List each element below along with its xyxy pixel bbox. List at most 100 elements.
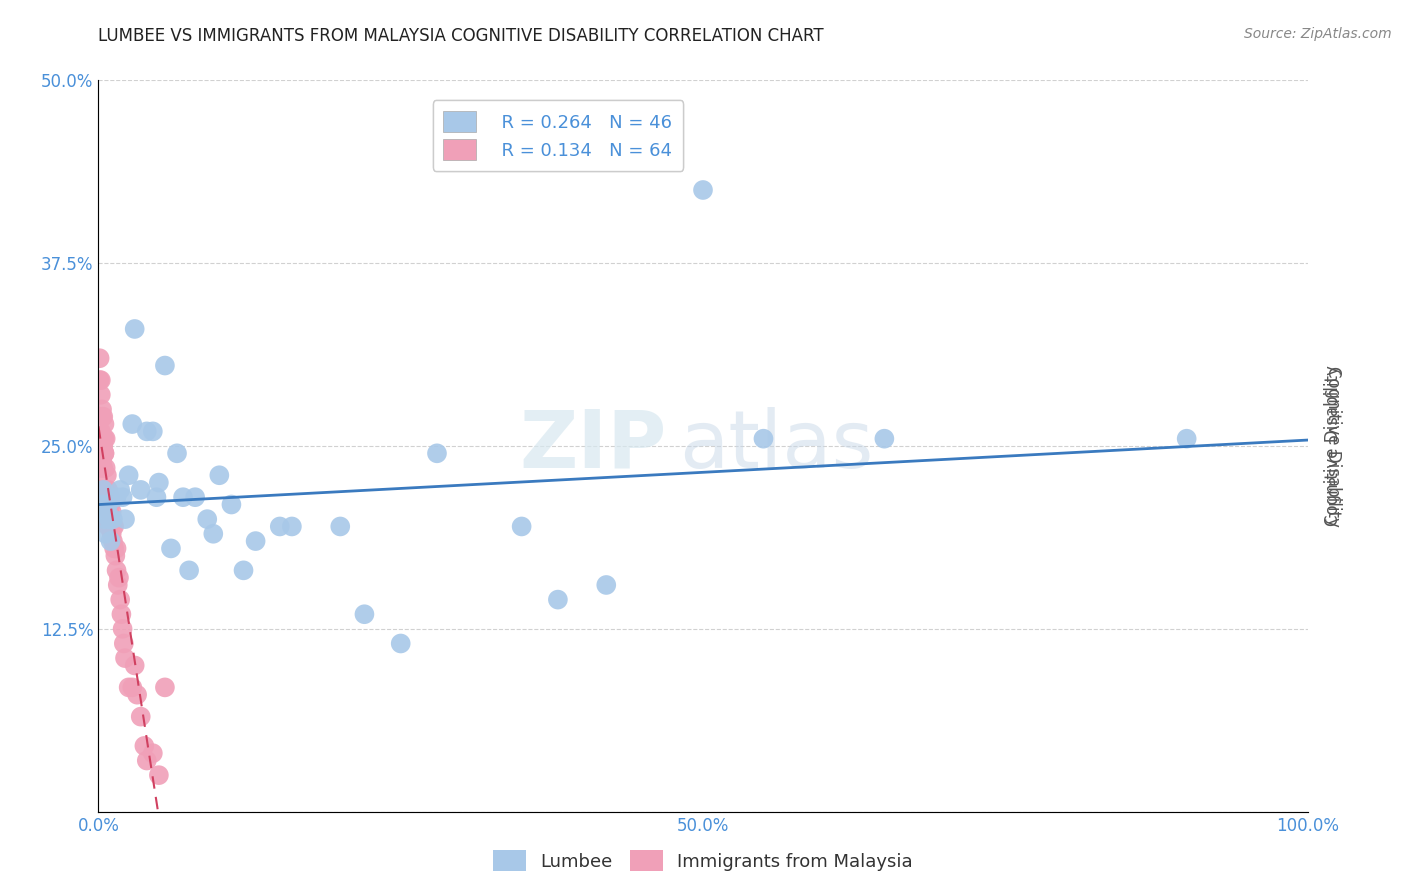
Text: ZIP: ZIP [519, 407, 666, 485]
Point [281, 519, 304, 533]
Point [124, 322, 146, 336]
Point [595, 578, 617, 592]
Point [91, 402, 114, 417]
Point [148, 768, 170, 782]
Point [94, 526, 117, 541]
Text: Source: ZipAtlas.com: Source: ZipAtlas.com [1244, 27, 1392, 41]
Point [105, 563, 128, 577]
Point [98, 512, 121, 526]
Point [97, 519, 120, 533]
Point [127, 688, 149, 702]
Point [202, 526, 225, 541]
Point [89, 373, 111, 387]
Point [104, 549, 127, 563]
Point [107, 578, 129, 592]
Point [94, 461, 117, 475]
Point [129, 483, 152, 497]
Point [94, 432, 117, 446]
Point [100, 505, 122, 519]
Point [142, 746, 165, 760]
Point [221, 498, 243, 512]
Point [90, 439, 112, 453]
Point [134, 739, 156, 753]
Point [89, 409, 111, 424]
Point [135, 425, 157, 439]
Point [90, 425, 112, 439]
Point [101, 534, 124, 549]
Point [111, 490, 134, 504]
Point [105, 541, 128, 556]
Point [105, 490, 128, 504]
Point [752, 432, 775, 446]
Point [269, 519, 291, 533]
Point [389, 636, 412, 650]
Point [108, 571, 131, 585]
Point [91, 453, 114, 467]
Point [89, 461, 111, 475]
Point [98, 490, 121, 504]
Point [153, 359, 176, 373]
Point [100, 490, 122, 504]
Point [108, 592, 131, 607]
Legend: Lumbee, Immigrants from Malaysia: Lumbee, Immigrants from Malaysia [486, 843, 920, 879]
Point [108, 483, 131, 497]
Point [208, 468, 231, 483]
Point [142, 425, 165, 439]
Point [145, 490, 167, 504]
Point [91, 409, 114, 424]
Point [245, 534, 267, 549]
Point [100, 498, 122, 512]
Point [100, 534, 122, 549]
Point [96, 490, 118, 504]
Point [101, 519, 124, 533]
Point [90, 388, 112, 402]
Point [121, 417, 143, 431]
Point [93, 446, 115, 460]
Point [94, 483, 117, 497]
Point [118, 468, 141, 483]
Point [160, 541, 183, 556]
Point [103, 541, 125, 556]
Point [510, 519, 533, 533]
Point [135, 754, 157, 768]
Point [91, 483, 114, 497]
Point [172, 490, 194, 504]
Point [166, 446, 188, 460]
Point [426, 446, 449, 460]
Point [91, 483, 114, 497]
Y-axis label: Cognitive Disability: Cognitive Disability [1324, 366, 1343, 526]
Point [100, 519, 122, 533]
Legend:   R = 0.264   N = 46,   R = 0.134   N = 64: R = 0.264 N = 46, R = 0.134 N = 64 [433, 100, 683, 171]
Point [91, 439, 114, 453]
Point [93, 432, 115, 446]
Point [90, 409, 112, 424]
Point [101, 512, 124, 526]
Point [91, 432, 114, 446]
Point [114, 651, 136, 665]
Point [111, 622, 134, 636]
Point [97, 483, 120, 497]
Point [1175, 432, 1198, 446]
Point [547, 592, 569, 607]
Point [195, 512, 218, 526]
Point [91, 461, 114, 475]
Point [93, 512, 115, 526]
Point [148, 475, 170, 490]
Text: atlas: atlas [679, 407, 873, 485]
Point [96, 490, 118, 504]
Point [90, 373, 112, 387]
Point [89, 409, 111, 424]
Point [96, 505, 118, 519]
Point [353, 607, 375, 622]
Point [873, 432, 896, 446]
Point [89, 351, 111, 366]
Point [110, 607, 132, 622]
Point [124, 658, 146, 673]
Point [93, 417, 115, 431]
Point [97, 498, 120, 512]
Text: LUMBEE VS IMMIGRANTS FROM MALAYSIA COGNITIVE DISABILITY CORRELATION CHART: LUMBEE VS IMMIGRANTS FROM MALAYSIA COGNI… [98, 27, 824, 45]
Point [100, 526, 122, 541]
Point [103, 519, 125, 533]
Point [114, 512, 136, 526]
Point [98, 505, 121, 519]
